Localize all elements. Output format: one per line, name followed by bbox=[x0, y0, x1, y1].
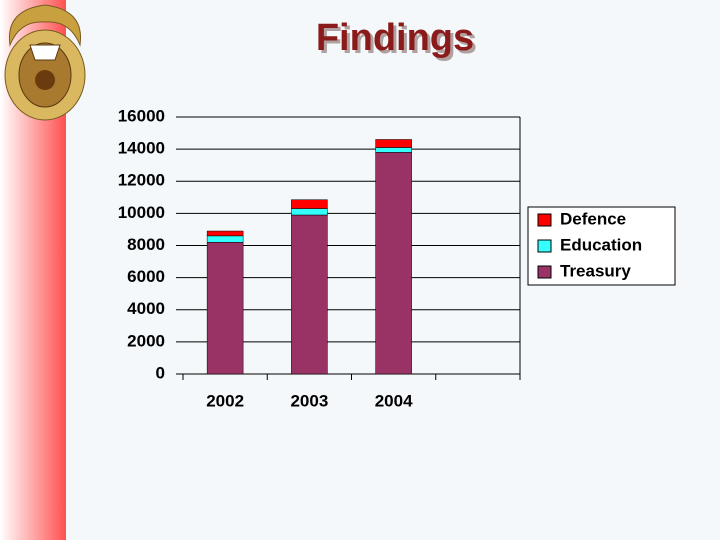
bar-segment bbox=[291, 199, 328, 209]
legend: Defence Education Treasury bbox=[527, 206, 676, 286]
bar-segment bbox=[375, 147, 412, 153]
legend-label: Education bbox=[560, 235, 642, 254]
y-tick-label: 2000 bbox=[127, 331, 165, 350]
bar-segment bbox=[375, 152, 412, 375]
legend-label: Defence bbox=[560, 209, 626, 228]
bar-segment bbox=[206, 242, 244, 375]
y-tick-label: 8000 bbox=[127, 235, 165, 254]
chart-title: Findings bbox=[316, 17, 474, 59]
x-tick-label: 2004 bbox=[375, 391, 413, 410]
legend-swatch bbox=[537, 239, 552, 253]
y-tick-label: 12000 bbox=[118, 171, 165, 190]
y-tick-label: 0 bbox=[156, 363, 165, 382]
x-tick-label: 2003 bbox=[290, 391, 328, 410]
title-shadow: Findings bbox=[319, 20, 477, 62]
emblem bbox=[4, 4, 86, 121]
y-tick-label: 16000 bbox=[118, 106, 165, 125]
y-tick-label: 10000 bbox=[118, 203, 165, 222]
bar-segment bbox=[375, 139, 412, 148]
y-tick-label: 6000 bbox=[127, 267, 165, 286]
y-tick-label: 14000 bbox=[118, 139, 165, 158]
bar-segment bbox=[206, 230, 244, 237]
legend-box bbox=[527, 206, 676, 286]
legend-swatch bbox=[537, 213, 552, 227]
bar-segment bbox=[291, 208, 328, 216]
bar-segment bbox=[206, 235, 244, 243]
y-tick-label: 4000 bbox=[127, 299, 165, 318]
legend-label: Treasury bbox=[560, 261, 631, 280]
legend-swatch bbox=[537, 265, 552, 279]
x-tick-label: 2002 bbox=[206, 391, 244, 410]
bar-segment bbox=[291, 214, 328, 375]
